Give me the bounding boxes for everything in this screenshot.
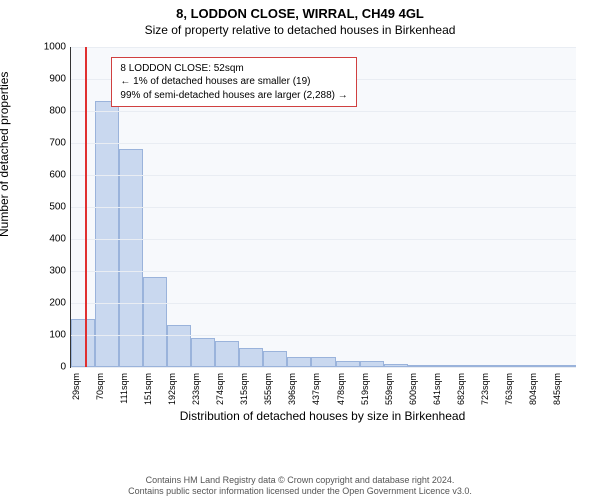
annotation-line: 99% of semi-detached houses are larger (… bbox=[120, 89, 347, 103]
histogram-bar bbox=[263, 351, 287, 367]
histogram-bar bbox=[71, 319, 95, 367]
chart-container: Number of detached properties 29sqm70sqm… bbox=[0, 37, 600, 437]
grid-line bbox=[71, 175, 576, 176]
y-tick-label: 600 bbox=[49, 170, 71, 181]
x-tick-label: 478sqm bbox=[336, 371, 346, 405]
x-tick-label: 600sqm bbox=[408, 371, 418, 405]
histogram-bar bbox=[239, 348, 263, 367]
y-tick-label: 100 bbox=[49, 330, 71, 341]
y-tick-label: 800 bbox=[49, 106, 71, 117]
y-tick-label: 900 bbox=[49, 74, 71, 85]
y-tick-label: 700 bbox=[49, 138, 71, 149]
x-tick-label: 29sqm bbox=[71, 371, 81, 400]
annotation-line: ← 1% of detached houses are smaller (19) bbox=[120, 75, 347, 89]
reference-line bbox=[85, 47, 87, 367]
x-tick-label: 845sqm bbox=[552, 371, 562, 405]
histogram-bar bbox=[287, 357, 311, 367]
grid-line bbox=[71, 367, 576, 368]
grid-line bbox=[71, 239, 576, 240]
grid-line bbox=[71, 143, 576, 144]
histogram-bar bbox=[311, 357, 335, 367]
histogram-bar bbox=[95, 101, 119, 367]
histogram-bar bbox=[167, 325, 191, 367]
grid-line bbox=[71, 207, 576, 208]
y-tick-label: 300 bbox=[49, 266, 71, 277]
y-tick-label: 1000 bbox=[44, 42, 71, 53]
x-axis-label: Distribution of detached houses by size … bbox=[70, 409, 575, 423]
chart-subtitle: Size of property relative to detached ho… bbox=[0, 23, 600, 37]
x-tick-label: 804sqm bbox=[528, 371, 538, 405]
histogram-bar bbox=[215, 341, 239, 367]
histogram-bar bbox=[143, 277, 167, 367]
y-tick-label: 500 bbox=[49, 202, 71, 213]
footer-line-2: Contains public sector information licen… bbox=[0, 486, 600, 498]
histogram-bar bbox=[191, 338, 215, 367]
annotation-box: 8 LODDON CLOSE: 52sqm← 1% of detached ho… bbox=[111, 57, 356, 108]
x-tick-label: 396sqm bbox=[287, 371, 297, 405]
x-tick-label: 763sqm bbox=[504, 371, 514, 405]
y-axis-label: Number of detached properties bbox=[0, 72, 11, 237]
plot-area: 29sqm70sqm111sqm151sqm192sqm233sqm274sqm… bbox=[70, 47, 576, 368]
x-tick-label: 723sqm bbox=[480, 371, 490, 405]
x-tick-label: 315sqm bbox=[239, 371, 249, 405]
x-tick-label: 641sqm bbox=[432, 371, 442, 405]
annotation-line: 8 LODDON CLOSE: 52sqm bbox=[120, 62, 347, 76]
grid-line bbox=[71, 335, 576, 336]
x-tick-label: 559sqm bbox=[384, 371, 394, 405]
x-tick-label: 437sqm bbox=[311, 371, 321, 405]
grid-line bbox=[71, 47, 576, 48]
y-tick-label: 0 bbox=[60, 362, 71, 373]
attribution-footer: Contains HM Land Registry data © Crown c… bbox=[0, 475, 600, 498]
x-tick-label: 151sqm bbox=[143, 371, 153, 405]
x-tick-label: 682sqm bbox=[456, 371, 466, 405]
x-tick-label: 233sqm bbox=[191, 371, 201, 405]
x-tick-label: 355sqm bbox=[263, 371, 273, 405]
y-tick-label: 400 bbox=[49, 234, 71, 245]
grid-line bbox=[71, 111, 576, 112]
title-block: 8, LODDON CLOSE, WIRRAL, CH49 4GL Size o… bbox=[0, 0, 600, 37]
grid-line bbox=[71, 271, 576, 272]
x-tick-label: 274sqm bbox=[215, 371, 225, 405]
y-tick-label: 200 bbox=[49, 298, 71, 309]
footer-line-1: Contains HM Land Registry data © Crown c… bbox=[0, 475, 600, 487]
x-tick-label: 111sqm bbox=[119, 371, 129, 404]
x-tick-label: 519sqm bbox=[360, 371, 370, 405]
x-tick-label: 192sqm bbox=[167, 371, 177, 405]
grid-line bbox=[71, 303, 576, 304]
x-tick-label: 70sqm bbox=[95, 371, 105, 400]
address-title: 8, LODDON CLOSE, WIRRAL, CH49 4GL bbox=[0, 6, 600, 21]
